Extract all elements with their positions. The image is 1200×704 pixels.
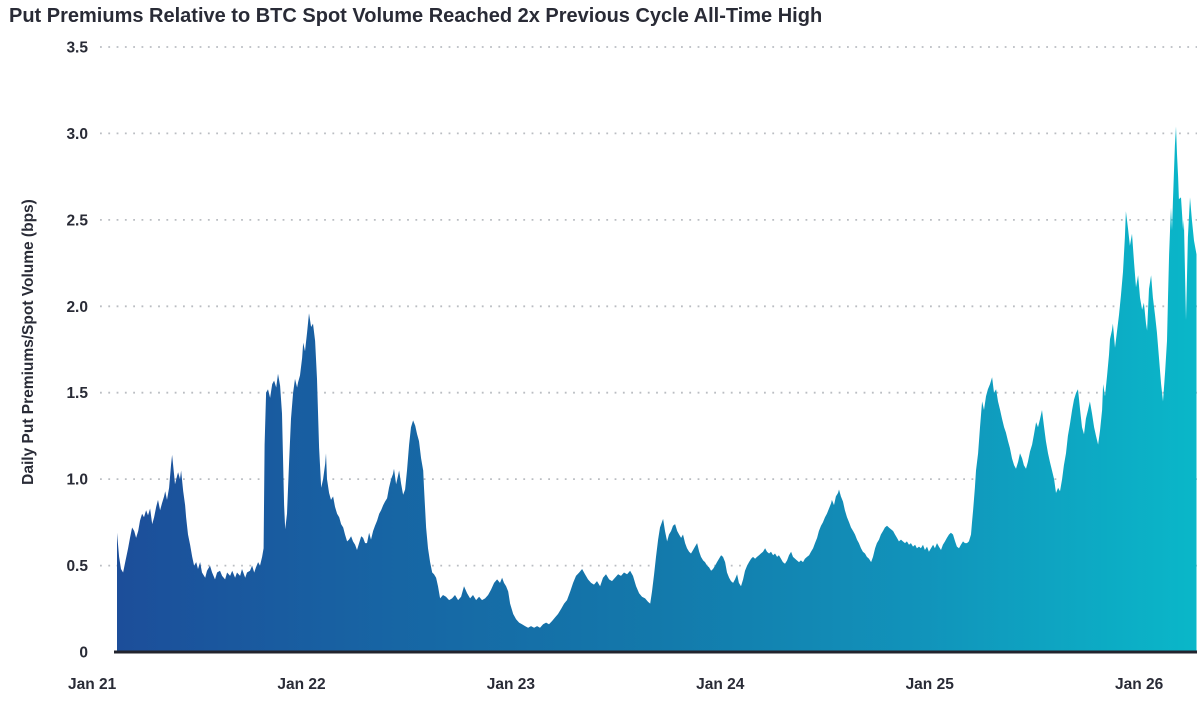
y-tick-label: 2.0	[66, 299, 88, 316]
y-tick-label: 3.0	[66, 126, 88, 143]
x-tick-label: Jan 23	[487, 676, 536, 693]
y-tick-label: 1.5	[66, 385, 88, 402]
x-tick-label: Jan 22	[277, 676, 325, 693]
chart-title: Put Premiums Relative to BTC Spot Volume…	[9, 5, 822, 27]
y-tick-label: 0.5	[66, 558, 88, 575]
x-tick-label: Jan 24	[696, 676, 745, 693]
x-tick-label: Jan 26	[1115, 676, 1164, 693]
y-tick-label: 0	[79, 645, 88, 662]
x-tick-label: Jan 25	[906, 676, 955, 693]
y-tick-label: 1.0	[66, 472, 88, 489]
y-tick-labels: 0 0.5 1.0 1.5 2.0 2.5 3.0 3.5	[66, 40, 88, 662]
area-series	[117, 126, 1197, 652]
x-tick-labels: Jan 21 Jan 22 Jan 23 Jan 24 Jan 25 Jan 26	[68, 676, 1164, 693]
y-axis-label: Daily Put Premiums/Spot Volume (bps)	[20, 199, 37, 485]
x-tick-label: Jan 21	[68, 676, 117, 693]
y-tick-label: 3.5	[66, 40, 88, 57]
y-tick-label: 2.5	[66, 212, 88, 229]
